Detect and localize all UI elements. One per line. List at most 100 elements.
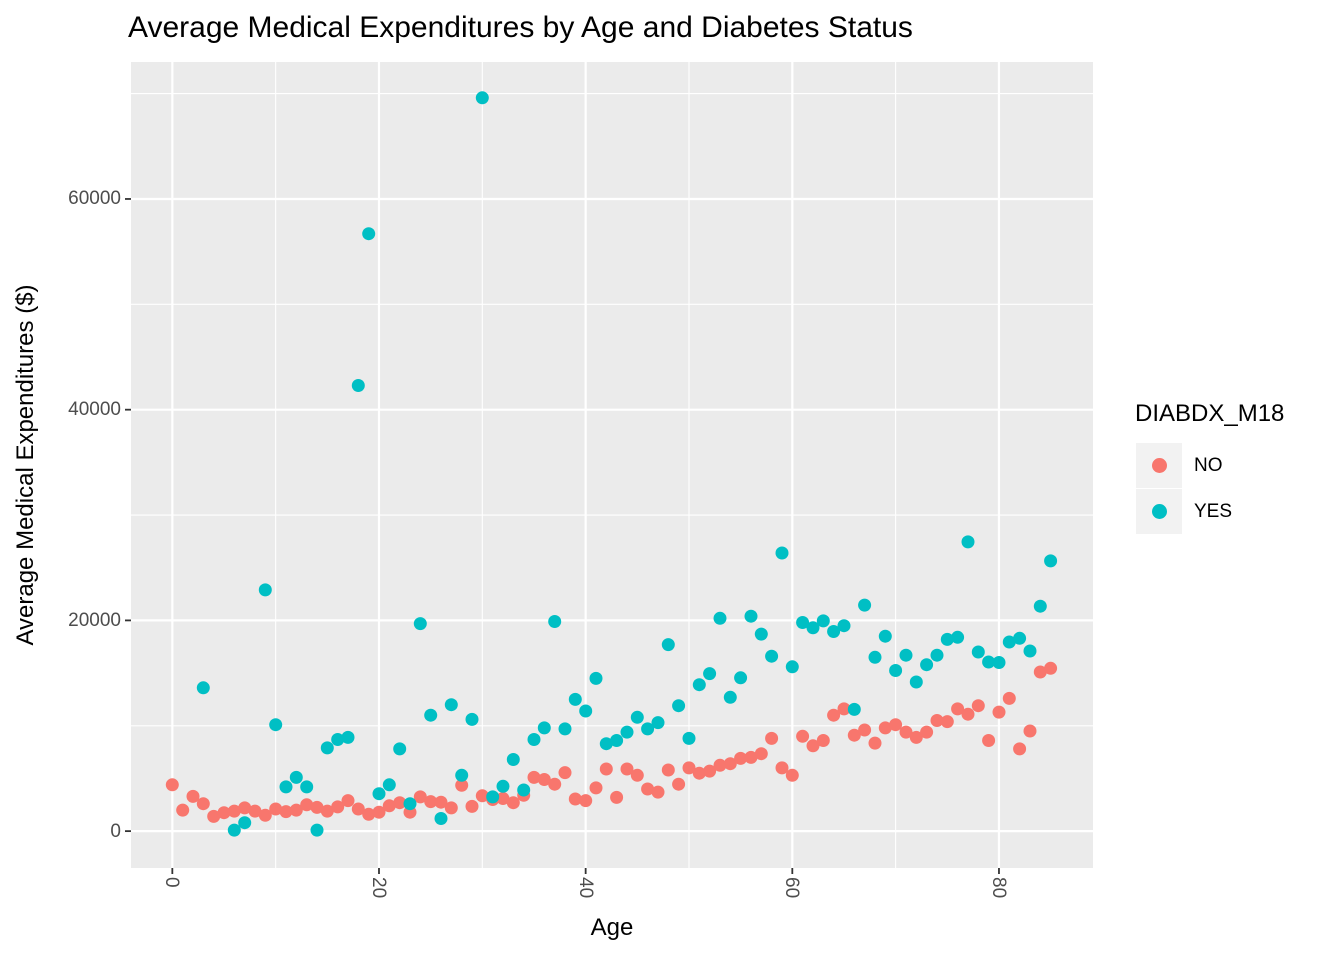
x-tick-label: 20 — [367, 877, 389, 899]
scatter-point-no — [196, 797, 210, 811]
scatter-point-yes — [258, 583, 272, 597]
scatter-point-yes — [1023, 644, 1037, 658]
scatter-point-no — [1044, 661, 1058, 675]
scatter-point-yes — [320, 741, 334, 755]
scatter-point-yes — [661, 638, 675, 652]
scatter-point-no — [610, 790, 624, 804]
scatter-point-no — [372, 805, 386, 819]
scatter-point-yes — [527, 733, 541, 746]
scatter-point-yes — [1033, 599, 1047, 613]
scatter-point-yes — [723, 690, 737, 704]
x-tick-label: 40 — [574, 877, 596, 899]
scatter-point-yes — [341, 730, 355, 744]
scatter-point-no — [434, 795, 448, 809]
scatter-point-yes — [548, 615, 562, 628]
scatter-point-no — [713, 758, 727, 772]
scatter-point-no — [889, 718, 903, 732]
scatter-point-yes — [444, 698, 458, 712]
scatter-point-no — [734, 751, 748, 765]
x-axis-title: Age — [590, 914, 634, 941]
scatter-point-yes — [589, 671, 603, 685]
scatter-point-no — [837, 702, 851, 716]
scatter-point-no — [475, 789, 489, 803]
scatter-point-no — [620, 762, 634, 776]
scatter-point-no — [331, 800, 345, 814]
scatter-point-yes — [506, 753, 520, 766]
scatter-point-yes — [351, 379, 365, 392]
scatter-point-no — [465, 799, 479, 813]
scatter-point-no — [754, 747, 768, 761]
scatter-point-yes — [940, 632, 954, 646]
scatter-point-no — [796, 729, 810, 743]
scatter-point-no — [279, 805, 293, 819]
scatter-point-yes — [517, 783, 531, 797]
scatter-point-no — [641, 782, 655, 796]
scatter-point-no — [300, 798, 314, 812]
scatter-point-no — [992, 705, 1006, 719]
scatter-point-yes — [920, 658, 934, 672]
scatter-point-yes — [992, 656, 1006, 669]
scatter-point-no — [1013, 742, 1027, 756]
scatter-point-yes — [930, 648, 944, 662]
scatter-point-no — [444, 801, 458, 815]
scatter-point-yes — [300, 780, 314, 794]
scatter-point-no — [1033, 665, 1047, 679]
scatter-point-no — [537, 773, 551, 786]
scatter-point-yes — [424, 708, 438, 722]
scatter-point-yes — [837, 619, 851, 633]
scatter-point-no — [982, 734, 996, 747]
scatter-point-yes — [806, 621, 820, 635]
scatter-point-yes — [362, 227, 376, 241]
scatter-point-no — [692, 766, 706, 780]
scatter-point-no — [207, 809, 221, 823]
y-tick-label: 20000 — [68, 609, 121, 631]
scatter-point-no — [672, 777, 686, 791]
scatter-point-yes — [703, 667, 717, 681]
legend-key-yes — [1136, 489, 1182, 534]
scatter-point-no — [289, 803, 303, 817]
y-tick-label: 0 — [110, 820, 121, 842]
scatter-point-yes — [269, 718, 283, 732]
scatter-point-no — [961, 707, 975, 721]
scatter-point-no — [899, 725, 913, 739]
scatter-point-no — [661, 763, 675, 777]
scatter-point-no — [413, 790, 427, 804]
scatter-point-yes — [310, 823, 324, 837]
y-tick-label: 60000 — [68, 188, 121, 210]
scatter-point-yes — [951, 630, 965, 644]
scatter-point-yes — [382, 778, 396, 792]
y-axis-title: Average Medical Expenditures ($) — [12, 284, 39, 646]
scatter-point-no — [455, 778, 469, 792]
scatter-point-yes — [682, 731, 696, 745]
scatter-point-yes — [413, 617, 427, 631]
scatter-point-no — [382, 799, 396, 813]
scatter-point-yes — [289, 770, 303, 784]
scatter-point-yes — [878, 629, 892, 643]
scatter-point-no — [806, 739, 820, 753]
scatter-point-no — [682, 761, 696, 775]
scatter-point-yes — [620, 725, 634, 739]
scatter-point-no — [341, 794, 355, 808]
scatter-point-yes — [568, 692, 582, 706]
scatter-point-yes — [796, 616, 810, 629]
scatter-point-yes — [610, 734, 624, 747]
scatter-point-no — [217, 806, 231, 820]
y-tick-label: 40000 — [68, 399, 121, 421]
scatter-point-yes — [238, 816, 252, 830]
scatter-point-yes — [1002, 635, 1016, 649]
scatter-point-no — [579, 794, 593, 808]
legend-label-yes: YES — [1194, 501, 1233, 522]
scatter-point-yes — [455, 768, 469, 782]
scatter-point-yes — [496, 779, 510, 793]
scatter-point-no — [424, 795, 438, 809]
scatter-point-no — [310, 800, 324, 814]
scatter-point-yes — [651, 716, 665, 730]
scatter-point-no — [548, 777, 562, 791]
scatter-point-no — [971, 699, 985, 713]
scatter-point-no — [558, 766, 572, 780]
scatter-point-yes — [889, 664, 903, 677]
scatter-point-yes — [713, 611, 727, 625]
scatter-point-yes — [279, 780, 293, 794]
